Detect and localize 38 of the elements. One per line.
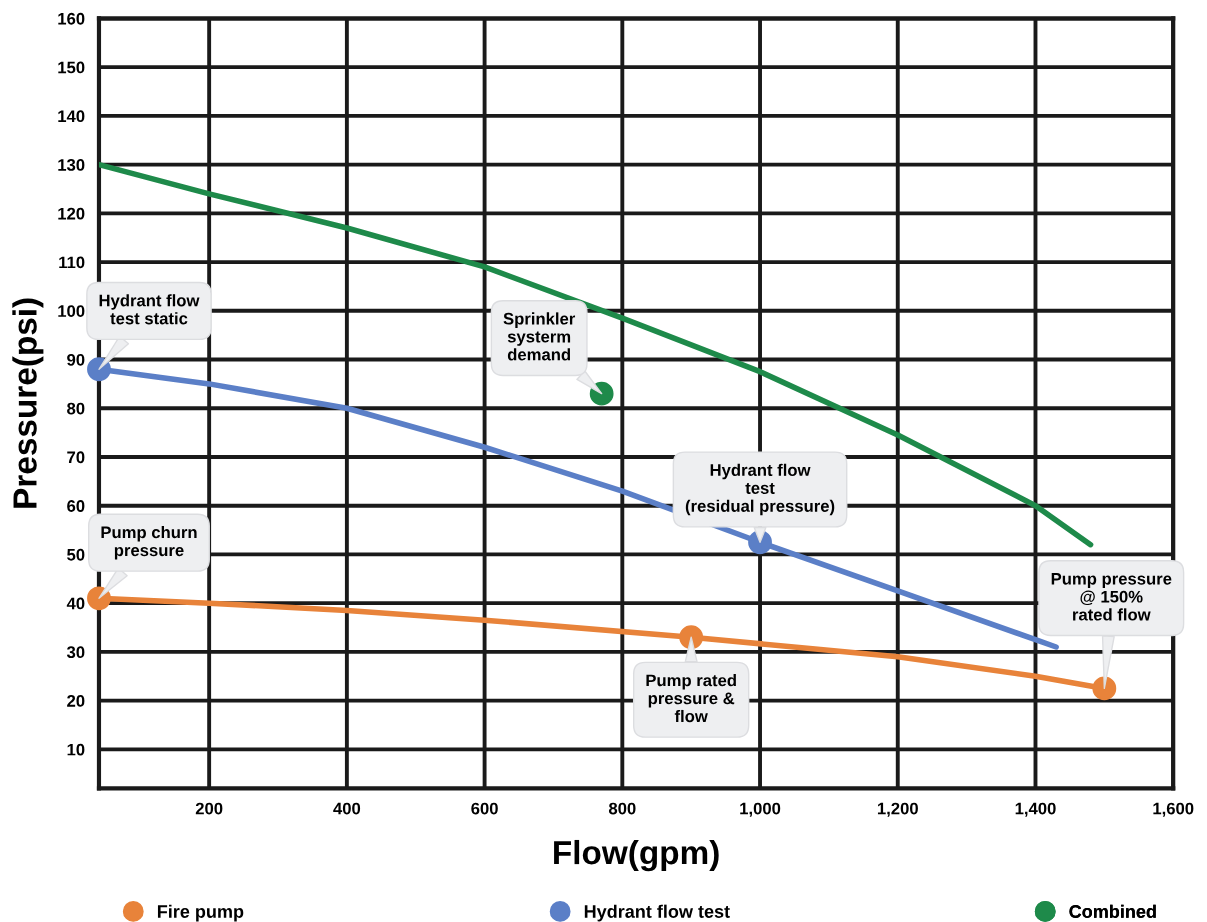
annotation: Hydrant flow test static <box>99 294 200 325</box>
annotation: Pump churn pressure <box>101 525 197 560</box>
y-tick-label: 130 <box>58 159 85 171</box>
y-tick-label: 50 <box>67 548 85 561</box>
x-tick-label: 1,000 <box>740 802 781 817</box>
y-tick-label: 80 <box>67 402 85 415</box>
x-tick-label: 1,400 <box>1015 802 1056 817</box>
y-tick-label: 100 <box>58 305 85 317</box>
x-tick-label: 1,600 <box>1153 802 1194 817</box>
x-tick-label: 1,200 <box>877 802 918 817</box>
x-tick-label: 400 <box>333 802 361 815</box>
y-tick-label: 120 <box>58 207 85 220</box>
x-tick-label: 800 <box>608 802 636 815</box>
y-axis-title: Pressure(psi) <box>12 298 44 508</box>
y-tick-label: 150 <box>58 61 85 74</box>
annotation: Sprinkler systerm demand <box>503 312 576 361</box>
point <box>1092 676 1117 701</box>
y-tick-label: 60 <box>67 500 85 512</box>
y-tick-label: 160 <box>58 12 85 25</box>
annotation: Pump pressure @ 150% rated flow <box>1051 573 1172 621</box>
y-tick-label: 110 <box>59 256 85 269</box>
annotation: Pump rated pressure & flow <box>646 674 736 723</box>
legend-label: Fire pump <box>157 904 244 922</box>
point <box>87 586 111 611</box>
y-tick-label: 20 <box>67 695 85 707</box>
annotation: Hydrant flow test (residual pressure) <box>685 463 835 516</box>
point <box>87 357 111 382</box>
x-tick-label: 600 <box>471 802 498 815</box>
y-tick-label: 40 <box>66 597 85 610</box>
y-tick-label: 90 <box>67 353 85 366</box>
y-tick-label: 70 <box>67 451 85 464</box>
y-tick-label: 30 <box>66 646 85 659</box>
y-tick-label: 140 <box>58 110 85 123</box>
x-axis-title: Flow(gpm) <box>554 839 719 872</box>
legend-label: Hydrant flow test <box>584 904 730 922</box>
y-tick-label: 10 <box>67 743 85 756</box>
legend-label: Combined <box>1069 904 1156 918</box>
x-tick-label: 200 <box>195 802 223 815</box>
